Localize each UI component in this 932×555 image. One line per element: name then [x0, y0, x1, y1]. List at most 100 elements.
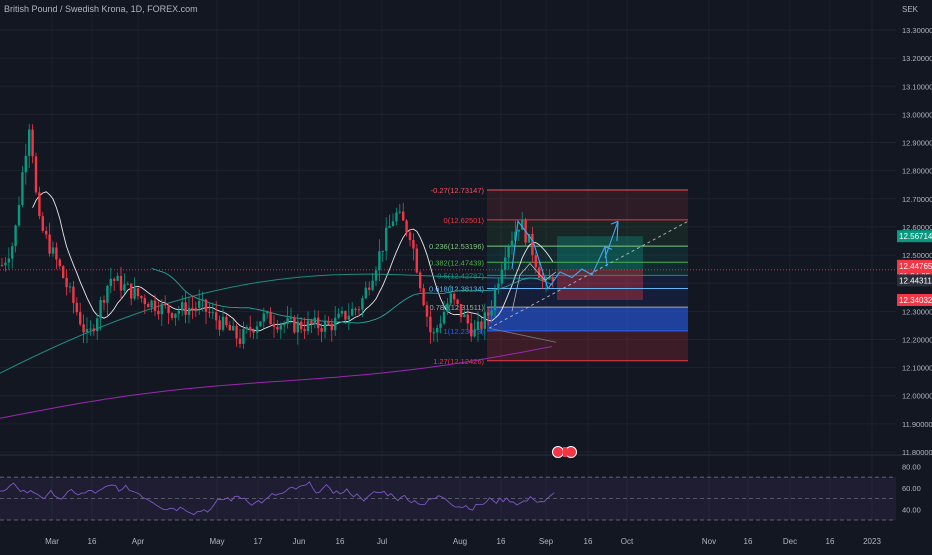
- candle-body: [391, 221, 395, 227]
- price-marker: [897, 274, 932, 287]
- candle-body: [68, 286, 72, 288]
- candle-body: [521, 220, 524, 230]
- candle-body: [109, 278, 112, 286]
- candle-body: [473, 329, 476, 337]
- fib-level-label: 0.382(12.47439): [429, 258, 485, 267]
- candle-body: [262, 313, 265, 322]
- candle-body: [164, 303, 167, 306]
- projection-path: [604, 221, 619, 259]
- candle-body: [310, 320, 313, 324]
- candle-body: [160, 303, 163, 315]
- price-marker: [897, 259, 932, 272]
- candle-body: [534, 255, 537, 268]
- candle-body: [153, 300, 157, 311]
- fib-zone: [487, 246, 688, 276]
- candle-body: [215, 312, 218, 321]
- candle-body: [51, 247, 55, 254]
- fib-zone: [487, 307, 688, 331]
- candle-body: [38, 192, 41, 217]
- candle-body: [364, 287, 367, 299]
- y-tick-label: 13.20000: [902, 54, 932, 63]
- candle-body: [194, 307, 197, 309]
- candle-body: [385, 227, 388, 251]
- candle-body: [252, 330, 255, 333]
- fib-level-label: 0.618(12.38134): [429, 284, 485, 293]
- candle-body: [279, 325, 282, 330]
- fib-level-label: 1.27(12.12426): [433, 357, 484, 366]
- candle-body: [354, 308, 357, 310]
- trendline: [488, 327, 557, 343]
- x-tick-label: 16: [744, 537, 753, 546]
- price-marker-label: 12.56714: [899, 232, 932, 241]
- candle-body: [531, 233, 534, 256]
- candle-body: [381, 250, 384, 252]
- x-tick-label: 16: [88, 537, 97, 546]
- rsi-tick-label: 80.00: [902, 462, 921, 471]
- candle-body: [11, 246, 14, 259]
- y-tick-label: 13.00000: [902, 110, 932, 119]
- candle-body: [106, 285, 109, 303]
- candle-body: [422, 288, 425, 306]
- candle-body: [548, 278, 551, 280]
- candle-body: [432, 332, 435, 334]
- candle-body: [286, 318, 289, 324]
- x-tick-label: 2023: [863, 537, 881, 546]
- candle-body: [167, 305, 170, 314]
- candle-body: [184, 302, 187, 315]
- fib-zone: [487, 189, 688, 220]
- candle-body: [31, 129, 34, 157]
- candle-body: [317, 317, 320, 329]
- candle-body: [402, 211, 405, 221]
- y-tick-label: 12.60000: [902, 223, 932, 232]
- candle-body: [58, 259, 61, 267]
- candle-body: [357, 309, 361, 311]
- candle-body: [517, 229, 520, 232]
- y-tick-label: 13.10000: [902, 82, 932, 91]
- trendline: [488, 220, 689, 329]
- candle-body: [82, 324, 85, 333]
- candle-body: [211, 312, 214, 314]
- price-marker-label: 12.34032: [899, 296, 932, 305]
- candle-body: [340, 310, 344, 314]
- x-tick-label: Jun: [293, 537, 306, 546]
- candle-body: [45, 230, 48, 235]
- candle-body: [113, 278, 116, 281]
- x-tick-label: Sep: [539, 537, 554, 546]
- candle-body: [17, 205, 21, 226]
- y-tick-label: 13.30000: [902, 26, 932, 35]
- candle-body: [283, 323, 286, 326]
- candle-body: [276, 326, 279, 330]
- projection-path: [511, 219, 606, 291]
- candle-body: [259, 321, 262, 327]
- fib-level-label: 0.5(12.42787): [437, 271, 484, 280]
- candle-body: [177, 310, 180, 314]
- candle-body: [303, 329, 306, 332]
- rsi-tick-label: 40.00: [902, 505, 921, 514]
- candle-body: [361, 298, 364, 310]
- candle-body: [504, 257, 507, 270]
- candle-body: [7, 258, 10, 263]
- candle-body: [62, 266, 65, 279]
- fib-zone: [487, 330, 688, 361]
- moving-average-line: [151, 268, 553, 324]
- candle-body: [289, 317, 293, 319]
- economic-event-icon: [565, 446, 577, 458]
- candle-body: [388, 226, 391, 228]
- candle-body: [408, 232, 412, 241]
- candle-body: [300, 321, 303, 330]
- candle-body: [85, 329, 89, 333]
- candle-body: [470, 323, 473, 337]
- candle-body: [347, 315, 350, 320]
- candle-body: [306, 320, 310, 332]
- candle-body: [136, 288, 140, 297]
- candle-body: [123, 284, 126, 291]
- rsi-line: [0, 481, 555, 516]
- x-tick-label: Apr: [132, 537, 145, 546]
- candle-body: [334, 317, 337, 331]
- candle-body: [119, 275, 123, 291]
- candle-body: [191, 307, 194, 309]
- candle-body: [218, 320, 221, 330]
- candle-body: [126, 283, 129, 285]
